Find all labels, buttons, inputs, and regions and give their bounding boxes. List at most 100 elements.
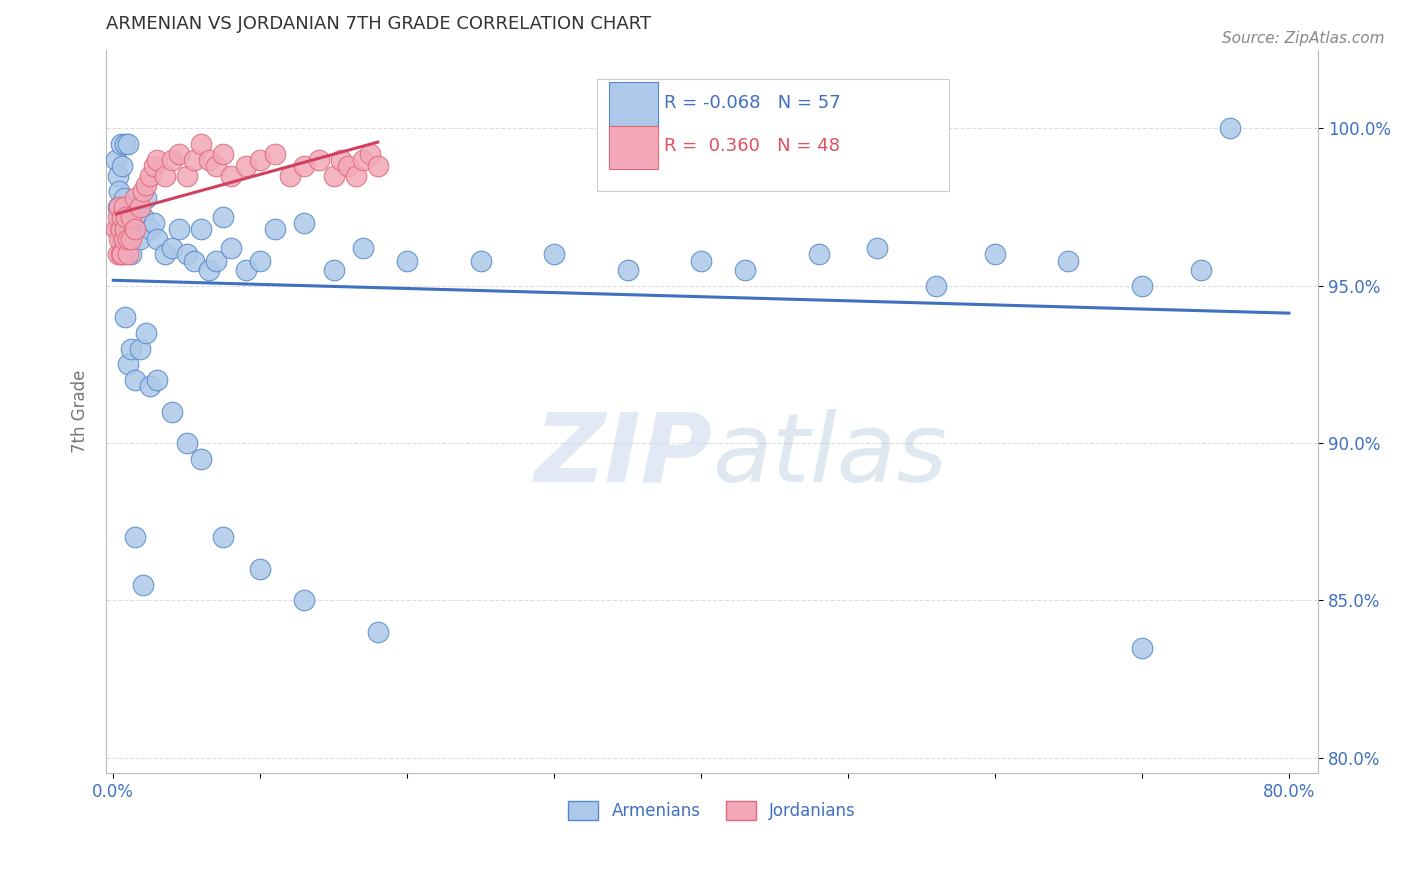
Point [212,210,235,224]
Point [143,216,166,230]
Point [114,216,136,230]
Point [112,191,135,205]
Point [249,562,271,576]
Point [117,137,139,152]
Point [1130,640,1153,655]
Point [235,159,257,173]
Point [352,241,374,255]
Point [183,153,205,167]
Point [249,253,271,268]
Point [120,231,142,245]
Point [128,200,150,214]
Point [110,247,132,261]
Point [117,247,139,261]
Point [107,210,129,224]
Point [120,210,142,224]
Point [734,263,756,277]
Point [205,253,228,268]
Point [110,222,132,236]
Point [190,222,212,236]
Point [120,247,142,261]
Text: atlas: atlas [711,409,948,501]
Point [124,531,146,545]
Point [176,247,198,261]
Point [111,159,134,173]
Text: R = -0.068   N = 57: R = -0.068 N = 57 [664,94,841,112]
Point [470,253,492,268]
Point [139,379,162,393]
Point [292,216,315,230]
Point [160,153,183,167]
Point [120,342,142,356]
Point [146,231,169,245]
Point [235,263,257,277]
FancyBboxPatch shape [598,78,949,191]
Point [212,146,235,161]
Point [925,278,948,293]
Point [114,222,136,236]
Y-axis label: 7th Grade: 7th Grade [72,370,89,453]
Point [108,200,131,214]
Point [115,200,138,214]
Point [367,159,389,173]
FancyBboxPatch shape [609,82,658,126]
Point [128,231,150,245]
Point [153,169,176,183]
Point [117,358,139,372]
Point [124,373,146,387]
Point [124,222,146,236]
Point [105,153,128,167]
Point [344,169,367,183]
Text: ZIP: ZIP [534,409,711,501]
Point [114,310,136,325]
Point [128,342,150,356]
Point [111,210,134,224]
Point [249,153,271,167]
Point [160,404,183,418]
Point [107,247,129,261]
Point [110,137,132,152]
Point [212,531,235,545]
Point [190,451,212,466]
Point [146,153,169,167]
Point [1130,278,1153,293]
Point [1189,263,1212,277]
Point [135,191,157,205]
Point [367,624,389,639]
Point [112,231,135,245]
Point [322,263,344,277]
Text: Source: ZipAtlas.com: Source: ZipAtlas.com [1222,31,1385,46]
Point [322,169,344,183]
Point [115,231,138,245]
Point [1219,121,1241,136]
Point [107,200,129,214]
Point [690,253,713,268]
Point [197,263,219,277]
Point [984,247,1007,261]
Point [292,159,315,173]
Point [169,222,191,236]
Point [131,210,153,224]
Point [112,200,135,214]
Point [124,222,146,236]
Point [219,169,242,183]
Text: ARMENIAN VS JORDANIAN 7TH GRADE CORRELATION CHART: ARMENIAN VS JORDANIAN 7TH GRADE CORRELAT… [105,15,651,33]
Point [352,153,374,167]
Point [866,241,889,255]
Point [1057,253,1080,268]
Point [139,169,162,183]
Legend: Armenians, Jordanians: Armenians, Jordanians [562,794,862,827]
Point [131,577,153,591]
Point [135,178,157,193]
Point [117,231,139,245]
FancyBboxPatch shape [609,126,658,169]
Point [139,222,162,236]
Point [153,247,176,261]
Point [112,247,135,261]
Point [108,222,131,236]
Point [278,169,301,183]
Point [308,153,330,167]
Point [111,231,134,245]
Point [169,146,191,161]
Point [160,241,183,255]
